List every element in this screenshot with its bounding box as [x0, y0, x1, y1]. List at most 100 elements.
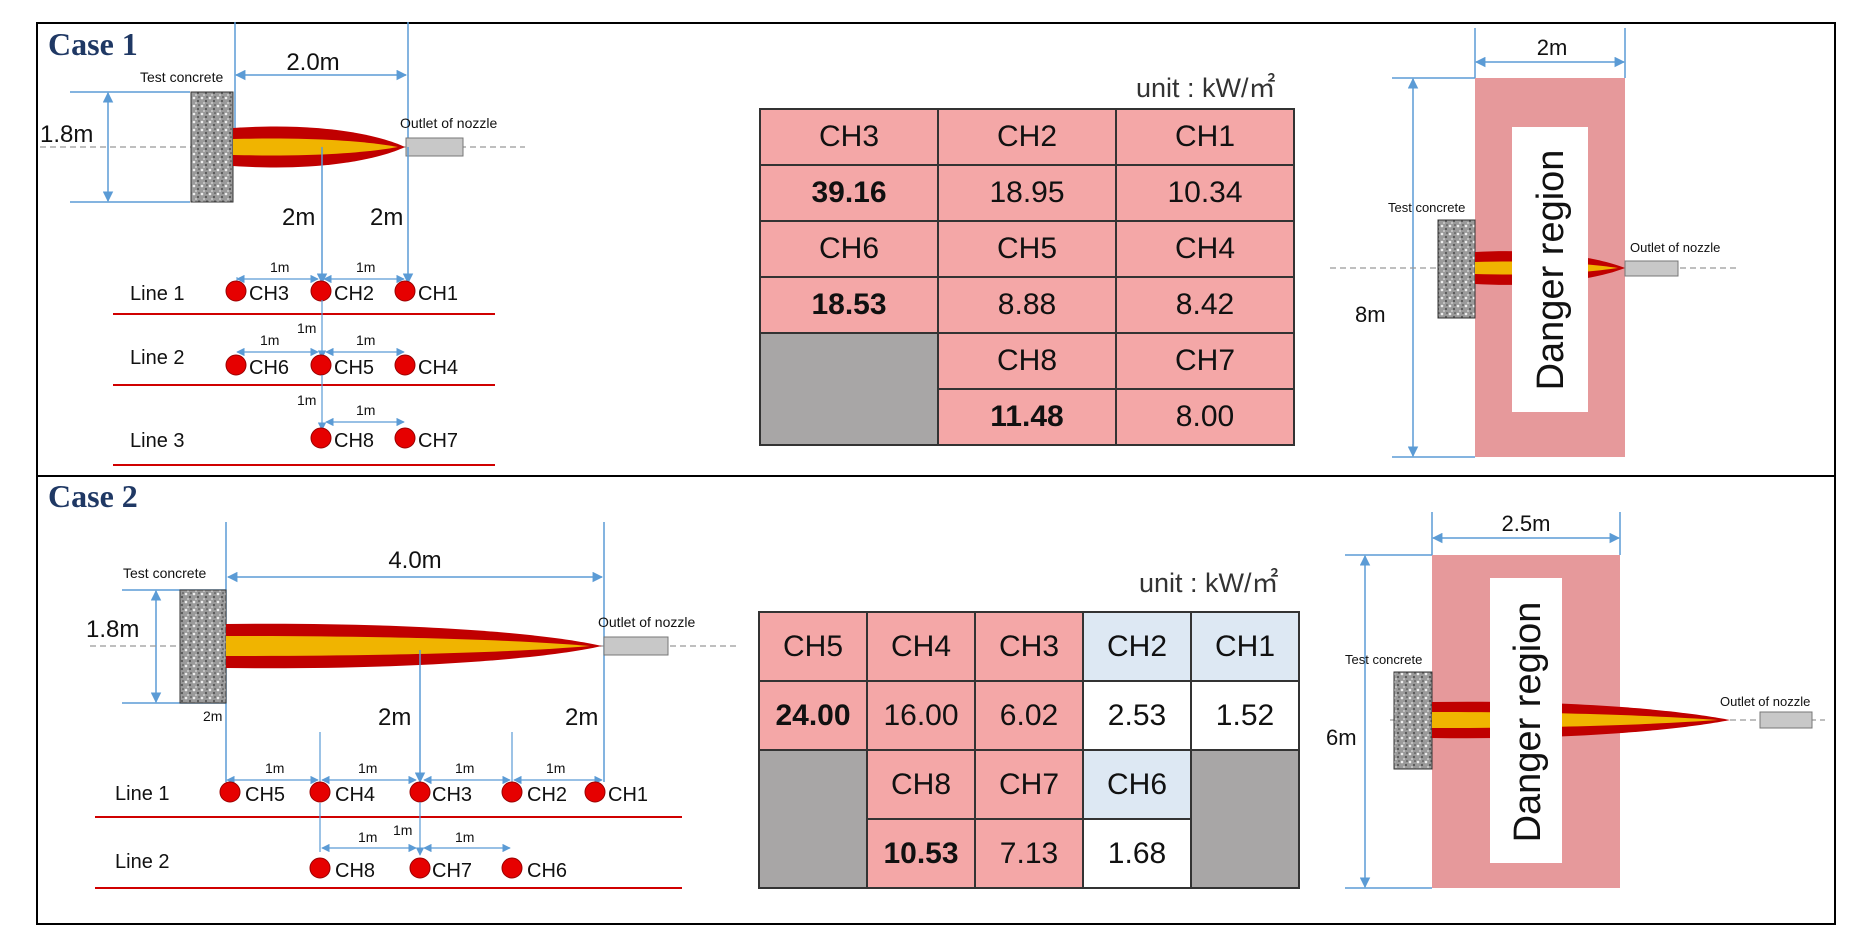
case1-ch7-label: CH7	[418, 430, 458, 452]
case2-sensor-ch3	[409, 781, 431, 803]
case2-cell: 6.02	[974, 680, 1084, 751]
case1-cell: CH2	[937, 108, 1117, 166]
case2-ch7-label: CH7	[432, 860, 472, 882]
case2-concrete-label: Test concrete	[123, 565, 206, 581]
case1-line-2-label: Line 2	[130, 347, 185, 369]
case1-cell: CH5	[937, 220, 1117, 278]
case2-ch6-label: CH6	[527, 860, 567, 882]
case1-nozzle-label: Outlet of nozzle	[400, 115, 497, 131]
case1-sensor-ch5	[310, 354, 332, 376]
case2-dim-small: 2m	[203, 708, 222, 724]
case1-sensor-ch3	[225, 280, 247, 302]
case2-cell: 10.53	[866, 818, 976, 889]
case2-sensor-ch5	[219, 781, 241, 803]
case2-cell: CH3	[974, 611, 1084, 682]
figure-frame	[36, 22, 1836, 925]
case2-danger-height: 6m	[1326, 725, 1357, 750]
case2-danger-concrete	[1393, 671, 1433, 770]
case1-ch4-label: CH4	[418, 357, 458, 379]
case1-dim-height: 1.8m	[40, 121, 93, 148]
case1-cell: CH1	[1115, 108, 1295, 166]
case2-danger-width: 2.5m	[1502, 511, 1551, 536]
case2-danger-label: Danger region	[1507, 602, 1549, 843]
case2-empty-cell	[1190, 749, 1300, 889]
case2-cell: CH4	[866, 611, 976, 682]
case1-concrete-label: Test concrete	[140, 69, 223, 85]
case2-line-1-label: Line 1	[115, 783, 170, 805]
case1-danger-height: 8m	[1355, 302, 1386, 327]
case1-danger-nozzle-label: Outlet of nozzle	[1630, 240, 1720, 255]
case2-dim-height: 1.8m	[86, 616, 139, 643]
case1-heat-flux-table: CH3 CH2 CH1 39.16 18.95 10.34 CH6 CH5 CH…	[759, 108, 1295, 446]
case1-test-concrete	[190, 91, 234, 203]
case2-spacing-7: 1m	[455, 829, 474, 845]
case1-spacing-5: 1m	[356, 332, 375, 348]
case1-line-3-label: Line 3	[130, 430, 185, 452]
case2-heat-flux-table: CH5 CH4 CH3 CH2 CH1 24.00 16.00 6.02 2.5…	[758, 611, 1300, 889]
case1-spacing-1: 1m	[270, 259, 289, 275]
case1-danger-label-box	[1512, 127, 1588, 412]
case1-gap-left: 2m	[282, 204, 315, 231]
case2-cell: 7.13	[974, 818, 1084, 889]
case1-danger-width: 2m	[1537, 35, 1568, 60]
case1-danger-diagram: 2m 8m Test concrete Outlet of nozzle Dan…	[1330, 28, 1740, 458]
case1-cell: 8.00	[1115, 388, 1295, 446]
case1-spacing-7: 1m	[356, 402, 375, 418]
case1-sensor-ch4	[394, 354, 416, 376]
case2-layout-diagram: 4.0m 1.8m Test concrete 2m Outlet of noz…	[86, 522, 740, 889]
case1-cell: 18.53	[759, 276, 939, 334]
case2-dim-horizontal: 4.0m	[388, 547, 441, 574]
case2-danger-nozzle-label: Outlet of nozzle	[1720, 694, 1810, 709]
case2-sensor-ch7	[409, 857, 431, 879]
case1-cell: 10.34	[1115, 164, 1295, 222]
case1-nozzle	[405, 137, 464, 157]
case2-gap-left: 2m	[378, 704, 411, 731]
case2-sensor-ch6	[501, 857, 523, 879]
case1-ch1-label: CH1	[418, 283, 458, 305]
case1-sensor-ch2	[310, 280, 332, 302]
case1-cell: CH6	[759, 220, 939, 278]
case1-spacing-6: 1m	[297, 392, 316, 408]
case1-sensor-ch7	[394, 427, 416, 449]
case-divider	[36, 475, 1836, 477]
case1-unit: unit : kW/㎡	[1136, 73, 1276, 103]
case2-nozzle-label: Outlet of nozzle	[598, 614, 695, 630]
case1-danger-concrete	[1437, 219, 1476, 319]
case1-layout-diagram: 2.0m 1.8m Test concrete Outlet of nozzle…	[40, 22, 525, 466]
case2-spacing-5: 1m	[393, 822, 412, 838]
case1-spacing-3: 1m	[297, 320, 316, 336]
case1-spacing-4: 1m	[260, 332, 279, 348]
case2-danger-nozzle	[1759, 711, 1813, 729]
case2-cell: CH7	[974, 749, 1084, 820]
case2-ch1-label: CH1	[608, 784, 648, 806]
case2-sensor-ch1	[584, 781, 606, 803]
case1-danger-label: Danger region	[1530, 150, 1572, 391]
case1-ch2-label: CH2	[334, 283, 374, 305]
case2-cell: CH2	[1082, 611, 1192, 682]
case1-ch3-label: CH3	[249, 283, 289, 305]
case2-cell: 1.52	[1190, 680, 1300, 751]
case2-danger-diagram: 2.5m 6m Test concrete Outlet of nozzle D…	[1326, 511, 1825, 889]
case2-cell: CH8	[866, 749, 976, 820]
case2-danger-concrete-label: Test concrete	[1345, 652, 1422, 667]
case2-ch3-label: CH3	[432, 784, 472, 806]
case1-cell: CH8	[937, 332, 1117, 390]
case1-dim-horizontal: 2.0m	[286, 49, 339, 76]
case2-spacing-4: 1m	[546, 760, 565, 776]
case2-sensor-ch2	[501, 781, 523, 803]
case2-spacing-6: 1m	[358, 829, 377, 845]
case1-sensor-ch8	[310, 427, 332, 449]
case2-line-2-label: Line 2	[115, 851, 170, 873]
case1-gap-right: 2m	[370, 204, 403, 231]
case1-cell: CH7	[1115, 332, 1295, 390]
case1-cell: 18.95	[937, 164, 1117, 222]
case2-danger-label-box	[1490, 578, 1562, 863]
case1-title: Case 1	[48, 26, 138, 62]
case1-cell: 8.88	[937, 276, 1117, 334]
case2-cell: 1.68	[1082, 818, 1192, 889]
case2-unit: unit : kW/㎡	[1139, 568, 1279, 598]
case1-cell: CH4	[1115, 220, 1295, 278]
case1-ch5-label: CH5	[334, 357, 374, 379]
case1-danger-concrete-label: Test concrete	[1388, 200, 1465, 215]
